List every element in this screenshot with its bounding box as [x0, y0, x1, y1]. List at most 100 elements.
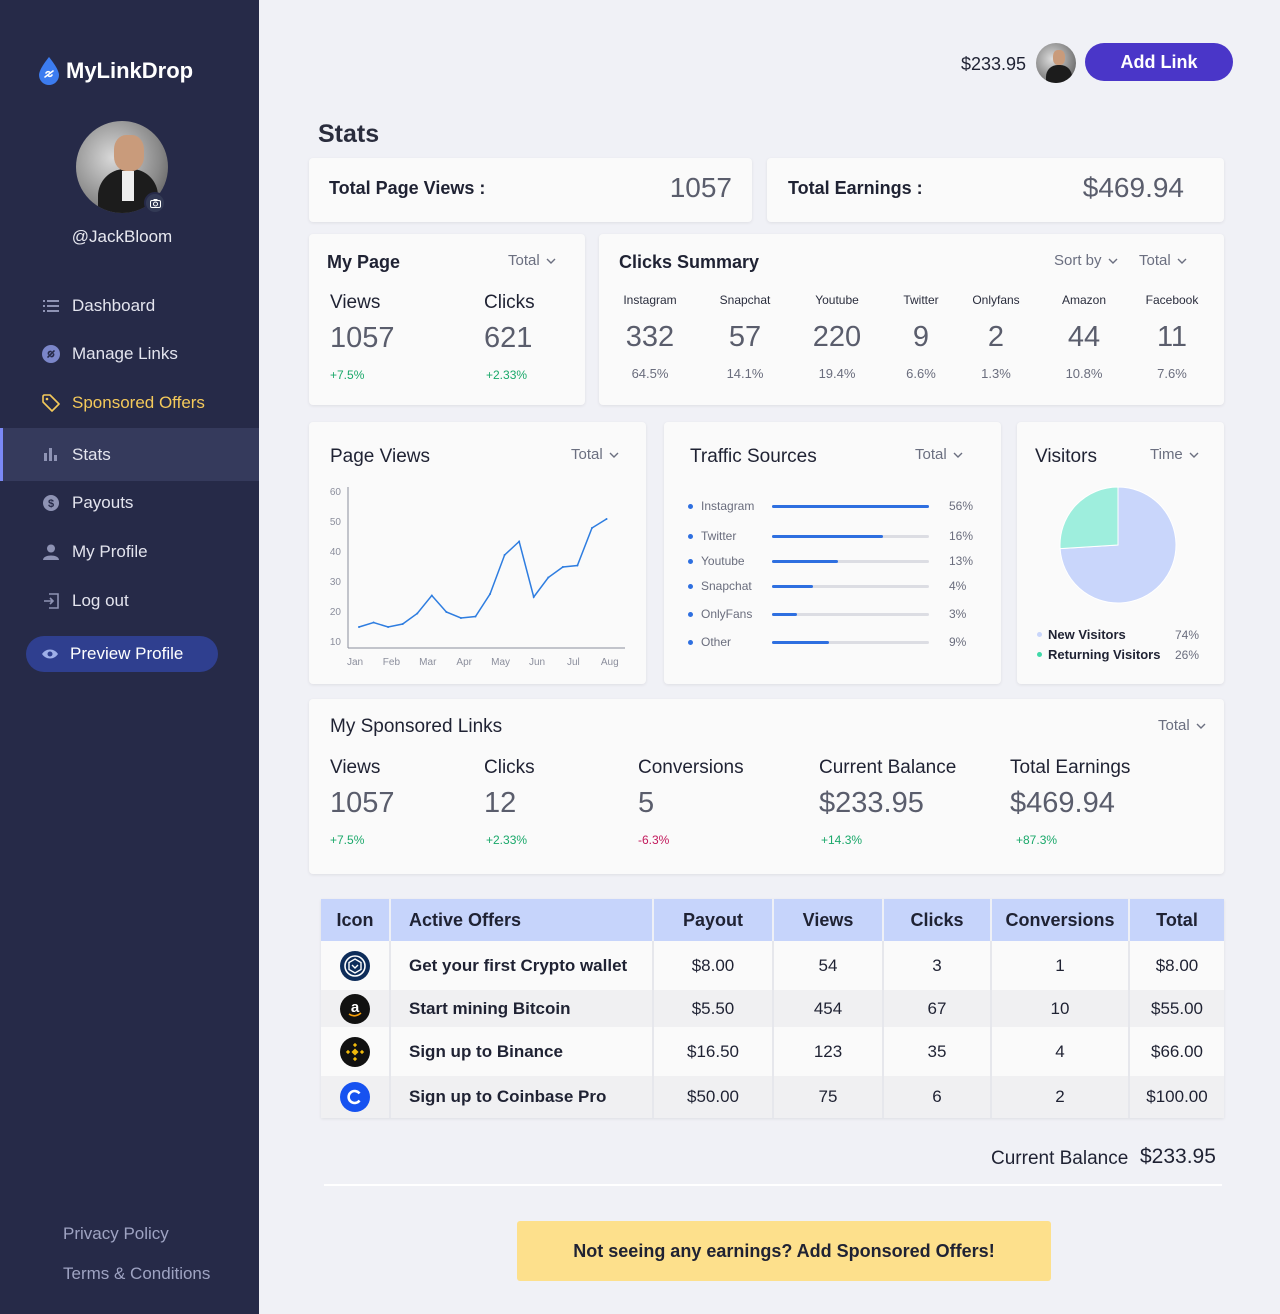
- visitors-filter[interactable]: Time: [1150, 446, 1199, 463]
- header-icon: Icon: [321, 899, 391, 941]
- data-point: [576, 564, 579, 567]
- platform-clicks: 332: [625, 321, 675, 353]
- traffic-source-row: OnlyFans 3%: [688, 607, 978, 623]
- table-row[interactable]: Get your first Crypto wallet $8.00 54 3 …: [321, 941, 1224, 990]
- bullet-icon: [688, 640, 693, 645]
- username: @JackBloom: [71, 227, 173, 246]
- sl-earnings-delta: +87.3%: [1016, 833, 1058, 847]
- header-avatar[interactable]: [1036, 43, 1076, 83]
- table-row[interactable]: a Start mining Bitcoin $5.50 454 67 10 $…: [321, 990, 1224, 1027]
- icon-cell: [321, 1076, 391, 1118]
- sidebar-item-sponsored-offers[interactable]: Sponsored Offers: [0, 378, 259, 428]
- sidebar-nav: Dashboard Manage Links Sponsored Offers …: [0, 282, 259, 623]
- clicks-col-amazon: Amazon 44 10.8%: [1041, 293, 1127, 381]
- sidebar-item-label: Log out: [72, 591, 129, 610]
- header-total: Total: [1129, 899, 1224, 941]
- sponsored-links-card: My Sponsored Links Total Views 1057 +7.5…: [309, 699, 1224, 874]
- sl-conversions-label: Conversions: [638, 757, 744, 778]
- sidebar-item-dashboard[interactable]: Dashboard: [0, 282, 259, 330]
- clicks-summary-filter[interactable]: Total: [1139, 252, 1187, 269]
- terms-link[interactable]: Terms & Conditions: [63, 1264, 211, 1283]
- sidebar-item-manage-links[interactable]: Manage Links: [0, 330, 259, 378]
- my-page-filter[interactable]: Total: [508, 252, 556, 269]
- current-balance-value: $233.95: [1140, 1145, 1216, 1168]
- sl-views-label: Views: [330, 757, 381, 778]
- source-pct: 3%: [949, 607, 967, 621]
- progress-track: [772, 641, 929, 644]
- sl-clicks-value: 12: [484, 787, 517, 819]
- page-views-title: Page Views: [330, 446, 430, 467]
- privacy-policy-link[interactable]: Privacy Policy: [63, 1224, 169, 1243]
- data-point: [605, 518, 608, 520]
- legend-new-visitors: New Visitors: [1037, 627, 1126, 642]
- traffic-sources-filter[interactable]: Total: [915, 446, 963, 463]
- x-tick-label: Jun: [529, 657, 545, 668]
- progress-track: [772, 613, 929, 616]
- platform-name: Youtube: [815, 293, 859, 307]
- x-tick-label: Jul: [567, 657, 580, 668]
- person-icon: [42, 544, 60, 560]
- icon-cell: a: [321, 990, 391, 1027]
- source-pct: 13%: [949, 554, 974, 568]
- y-tick-label: 60: [330, 487, 342, 498]
- logo[interactable]: MyLinkDrop: [38, 56, 193, 86]
- pie-slice-returning-visitors: [1059, 486, 1119, 550]
- filter-label: Total: [571, 446, 603, 463]
- data-point: [416, 612, 419, 615]
- sidebar-item-payouts[interactable]: $ Payouts: [0, 481, 259, 525]
- platform-pct: 1.3%: [981, 366, 1011, 381]
- svg-text:$: $: [48, 498, 54, 510]
- chevron-down-icon: [546, 258, 556, 264]
- data-point: [503, 554, 506, 556]
- platform-name: Snapchat: [719, 293, 771, 307]
- add-sponsored-offers-cta[interactable]: Not seeing any earnings? Add Sponsored O…: [517, 1221, 1051, 1281]
- camera-icon[interactable]: [144, 192, 166, 214]
- sidebar-item-stats[interactable]: Stats: [0, 428, 259, 481]
- table-row[interactable]: Sign up to Binance $16.50 123 35 4 $66.0…: [321, 1027, 1224, 1076]
- legend-swatch: [1037, 632, 1042, 637]
- conversions-cell: 10: [991, 990, 1130, 1027]
- data-point: [590, 527, 593, 529]
- clicks-summary-card: Clicks Summary Sort by Total Instagram 33…: [599, 234, 1224, 405]
- amazon-icon: a: [340, 993, 370, 1024]
- x-tick-label: Mar: [419, 657, 437, 668]
- data-point: [358, 626, 360, 628]
- x-tick-label: Feb: [383, 657, 401, 668]
- clicks-col-instagram: Instagram 332 64.5%: [607, 293, 693, 381]
- add-link-button[interactable]: Add Link: [1085, 43, 1233, 81]
- offer-name: Sign up to Coinbase Pro: [390, 1076, 654, 1118]
- avatar[interactable]: [76, 121, 168, 213]
- sidebar-item-log-out[interactable]: Log out: [0, 579, 259, 623]
- chevron-down-icon: [1189, 452, 1199, 458]
- source-pct: 9%: [949, 635, 967, 649]
- page-views-filter[interactable]: Total: [571, 446, 619, 463]
- sidebar-item-my-profile[interactable]: My Profile: [0, 525, 259, 579]
- filter-label: Total: [508, 252, 540, 269]
- crypto-com-icon: [340, 950, 370, 981]
- bullet-icon: [688, 504, 693, 509]
- page-views-line-chart: 10 20 30 40 50 60 Jan Feb Mar Apr May Jun Jul Aug: [330, 487, 625, 668]
- traffic-source-row: Twitter 16%: [688, 529, 978, 545]
- table-row[interactable]: Sign up to Coinbase Pro $50.00 75 6 2 $1…: [321, 1076, 1224, 1118]
- sponsored-links-filter[interactable]: Total: [1158, 717, 1206, 734]
- source-name: OnlyFans: [701, 607, 753, 621]
- page-views-card: Page Views Total 10 20 30 40 50 60 Jan Feb Mar Ap…: [309, 422, 646, 684]
- sort-by-dropdown[interactable]: Sort by: [1054, 252, 1118, 269]
- table-header-row: Icon Active Offers Payout Views Clicks C…: [321, 899, 1224, 941]
- data-point: [401, 623, 404, 625]
- my-page-card: My Page Total Views 1057 +7.5% Clicks 62…: [309, 234, 585, 405]
- data-point: [561, 566, 564, 568]
- legend-label: Returning Visitors: [1048, 647, 1161, 662]
- source-name: Other: [701, 635, 732, 649]
- visitors-pie-chart: [1059, 486, 1177, 604]
- sidebar-item-label: My Profile: [72, 542, 148, 561]
- clicks-cell: 35: [883, 1027, 992, 1076]
- progress-fill: [772, 535, 884, 538]
- views-cell: 123: [773, 1027, 884, 1076]
- header-active-offers: Active Offers: [390, 899, 654, 941]
- progress-fill: [772, 585, 813, 588]
- total-earnings-value: $469.94: [1082, 172, 1184, 203]
- preview-profile-button[interactable]: Preview Profile: [26, 636, 218, 672]
- progress-track: [772, 585, 929, 588]
- coinbase-icon: [340, 1082, 370, 1112]
